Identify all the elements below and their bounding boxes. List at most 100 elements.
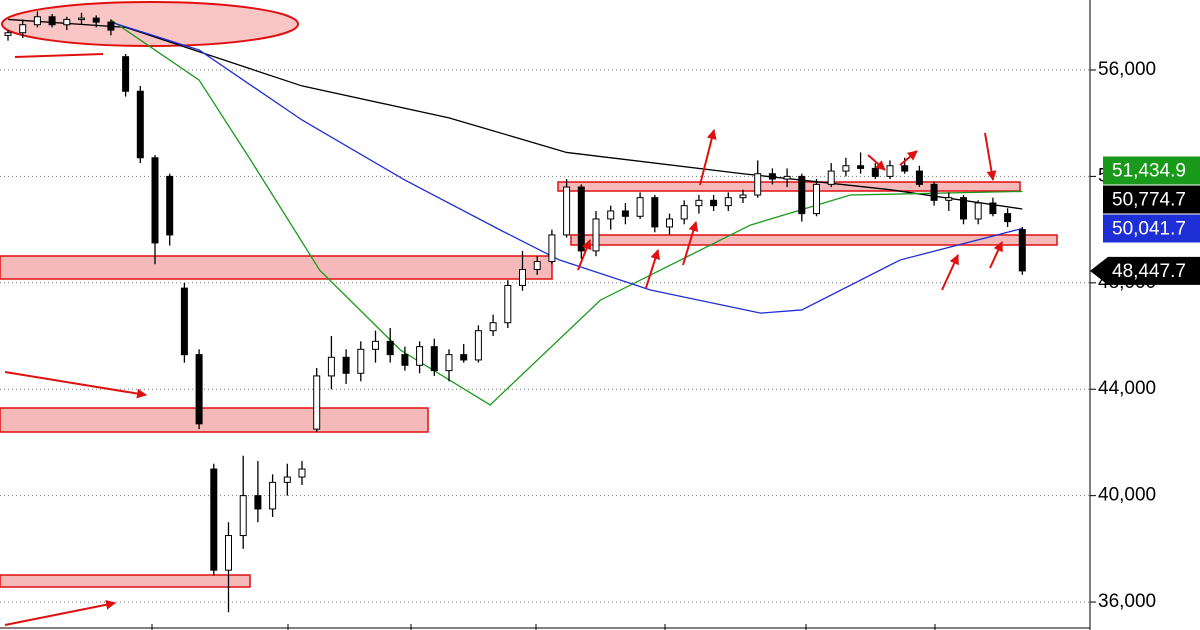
candle-body xyxy=(239,495,247,537)
candle-body xyxy=(813,183,820,215)
candle-body xyxy=(827,170,835,185)
candle-body xyxy=(915,170,923,185)
candle-body xyxy=(754,173,762,196)
resistance-zone xyxy=(557,181,1021,192)
arrow xyxy=(699,129,717,186)
candle-body xyxy=(666,218,673,228)
candle-body xyxy=(739,194,747,199)
candles xyxy=(4,11,1026,613)
candle-body xyxy=(357,348,365,374)
candle-body xyxy=(871,167,879,177)
candle-body xyxy=(195,354,203,425)
candle-body xyxy=(945,197,953,201)
candle-body xyxy=(533,261,541,271)
candle-body xyxy=(386,340,394,356)
candle-body xyxy=(254,495,262,510)
candle-body xyxy=(136,90,144,159)
candle-body xyxy=(92,17,100,23)
candle-body xyxy=(901,165,909,172)
support-zone xyxy=(0,407,429,433)
candle-body xyxy=(210,468,218,571)
moving-averages xyxy=(7,18,1023,406)
price-badge xyxy=(1103,185,1200,214)
candle-body xyxy=(989,202,997,215)
y-tick-label: 40,000 xyxy=(1098,485,1156,506)
candle-body xyxy=(930,183,938,201)
support-zone xyxy=(0,574,251,588)
price-badge-label: 50,774.7 xyxy=(1112,190,1186,211)
candle-body xyxy=(680,205,688,220)
candle-body xyxy=(798,175,806,215)
candle-body xyxy=(107,21,115,31)
candle-body xyxy=(372,340,379,350)
candle-body xyxy=(225,535,232,571)
candle-body xyxy=(519,269,526,286)
candle-body xyxy=(592,218,600,252)
candle-body xyxy=(4,32,12,36)
candle-body xyxy=(710,199,718,207)
candle-body xyxy=(327,356,335,377)
candle-body xyxy=(283,476,291,483)
candle-body xyxy=(636,197,644,217)
y-tick-label: 36,000 xyxy=(1098,591,1156,612)
candle-body xyxy=(768,173,776,180)
arrow xyxy=(4,371,147,399)
x-ticks xyxy=(151,624,936,630)
candle-body xyxy=(695,199,703,207)
candle-body xyxy=(48,16,56,26)
candle-body xyxy=(504,284,512,324)
arrow xyxy=(645,249,661,289)
candle-body xyxy=(269,481,277,510)
arrow xyxy=(577,239,592,271)
candle-body xyxy=(33,16,41,26)
arrow xyxy=(4,599,116,626)
candle-body xyxy=(298,468,306,478)
y-tick-label: 56,000 xyxy=(1098,59,1156,80)
price-badge xyxy=(1103,214,1200,243)
candle-body xyxy=(180,287,188,356)
arrow xyxy=(14,53,104,58)
candle-body xyxy=(974,202,982,220)
arrows xyxy=(4,53,1003,626)
candle-body xyxy=(401,354,409,366)
price-badge xyxy=(1090,256,1200,285)
candle-body xyxy=(607,210,615,220)
candle-body xyxy=(474,330,482,361)
candle-body xyxy=(166,175,174,236)
candle-body xyxy=(430,346,438,372)
grid xyxy=(0,69,1090,603)
moving-average-line xyxy=(7,18,1023,210)
candle-body xyxy=(416,346,424,366)
candle-body xyxy=(1004,213,1012,223)
arrow xyxy=(941,254,959,291)
candle-body xyxy=(857,165,865,169)
arrow xyxy=(984,132,997,181)
candle-body xyxy=(651,197,659,228)
moving-average-line xyxy=(110,21,1023,314)
candle-body xyxy=(548,234,556,263)
candle-body xyxy=(563,186,571,236)
support-zone xyxy=(570,234,1058,246)
candle-body xyxy=(19,24,27,34)
price-badge-label: 51,434.9 xyxy=(1112,161,1186,182)
candle-body xyxy=(1018,229,1026,272)
candle-body xyxy=(842,165,850,172)
candle-body xyxy=(783,175,791,180)
candle-body xyxy=(445,354,453,372)
candle-body xyxy=(313,375,321,430)
price-badge-label: 48,447.7 xyxy=(1112,261,1186,282)
candle-body xyxy=(960,197,967,220)
candle-body xyxy=(63,18,71,26)
price-badge-label: 50,041.7 xyxy=(1112,219,1186,240)
arrow xyxy=(682,221,699,266)
candle-body xyxy=(460,354,468,361)
price-badges: 48,447.7 50,041.7 50,774.7 51,434.9 xyxy=(1090,156,1200,285)
candle-body xyxy=(122,56,130,92)
candle-body xyxy=(621,210,629,217)
support-zone xyxy=(0,255,553,280)
candle-body xyxy=(151,157,159,244)
arrow xyxy=(989,241,1003,269)
